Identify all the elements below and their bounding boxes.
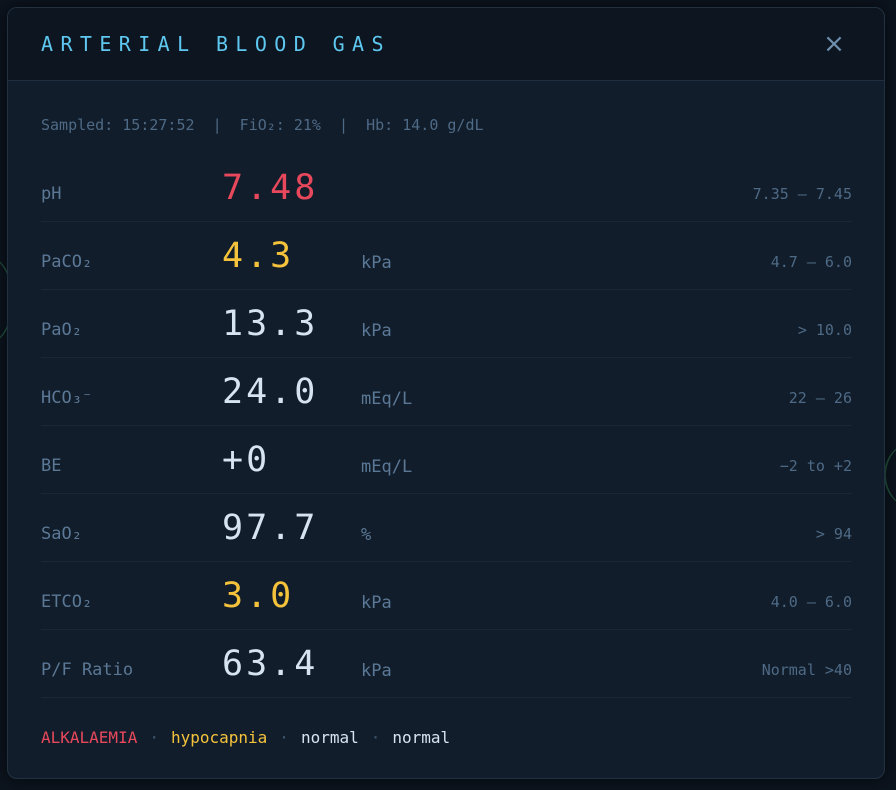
sample-info: Sampled: 15:27:52 | FiO₂: 21% | Hb: 14.0… xyxy=(41,116,484,134)
result-unit: mEq/L xyxy=(361,389,413,409)
result-unit: mEq/L xyxy=(361,457,413,477)
result-value: 97.7 xyxy=(222,508,319,548)
result-unit: kPa xyxy=(361,661,392,681)
result-row: PaO₂ 13.3 kPa > 10.0 xyxy=(41,290,852,358)
dialog-header: ARTERIAL BLOOD GAS × xyxy=(8,8,884,81)
reference-range: > 10.0 xyxy=(797,321,852,339)
result-value: 4.3 xyxy=(222,236,295,276)
result-row: pH 7.48 7.35 – 7.45 xyxy=(41,154,852,222)
separator-dot: · xyxy=(279,728,289,747)
abg-dialog: ARTERIAL BLOOD GAS × Sampled: 15:27:52 |… xyxy=(7,7,885,779)
result-value: 13.3 xyxy=(222,304,319,344)
result-value: 63.4 xyxy=(222,644,319,684)
result-unit: kPa xyxy=(361,253,392,273)
result-label: HCO₃⁻ xyxy=(41,388,93,408)
dialog-title: ARTERIAL BLOOD GAS xyxy=(41,32,391,56)
interpretation-item: ALKALAEMIA xyxy=(41,728,138,747)
result-row: SaO₂ 97.7% > 94 xyxy=(41,494,852,562)
reference-range: > 94 xyxy=(815,525,852,543)
result-label: ETCO₂ xyxy=(41,592,93,612)
interpretation-item: normal xyxy=(392,728,451,747)
result-label: pH xyxy=(41,184,62,204)
result-label: BE xyxy=(41,456,62,476)
result-label: PaCO₂ xyxy=(41,252,93,272)
reference-range: 4.0 – 6.0 xyxy=(770,593,852,611)
result-row: PaCO₂ 4.3 kPa 4.7 – 6.0 xyxy=(41,222,852,290)
separator-dot: · xyxy=(370,728,381,747)
result-unit: kPa xyxy=(361,593,392,613)
result-label: P/F Ratio xyxy=(41,660,134,680)
result-row: ETCO₂ 3.0 kPa 4.0 – 6.0 xyxy=(41,562,852,630)
separator-dot: · xyxy=(149,728,159,747)
result-row: P/F Ratio 63.4 kPa Normal >40 xyxy=(41,630,852,698)
result-label: PaO₂ xyxy=(41,320,82,340)
close-icon[interactable]: × xyxy=(823,29,845,59)
result-value: +0 xyxy=(222,440,271,480)
result-unit: % xyxy=(361,525,372,545)
result-row: BE +0 mEq/L −2 to +2 xyxy=(41,426,852,494)
result-value: 24.0 xyxy=(222,372,319,412)
reference-range: −2 to +2 xyxy=(779,457,852,475)
result-value: 7.48 xyxy=(222,168,319,208)
reference-range: Normal >40 xyxy=(761,661,852,679)
interpretation-item: hypocapnia xyxy=(170,728,268,747)
interpretation-summary: ALKALAEMIA · hypocapnia · normal · normal xyxy=(41,728,450,747)
reference-range: 22 – 26 xyxy=(788,389,852,407)
result-row: HCO₃⁻ 24.0 mEq/L 22 – 26 xyxy=(41,358,852,426)
result-unit: kPa xyxy=(361,321,392,341)
result-value: 3.0 xyxy=(222,576,295,616)
waveform-trace-right xyxy=(884,440,896,510)
reference-range: 4.7 – 6.0 xyxy=(770,253,852,271)
results-table: pH 7.48 7.35 – 7.45 PaCO₂ 4.3 kPa 4.7 – 6.0 PaO… xyxy=(41,154,852,698)
result-label: SaO₂ xyxy=(41,524,82,544)
reference-range: 7.35 – 7.45 xyxy=(752,185,852,203)
interpretation-item: normal xyxy=(300,728,359,747)
